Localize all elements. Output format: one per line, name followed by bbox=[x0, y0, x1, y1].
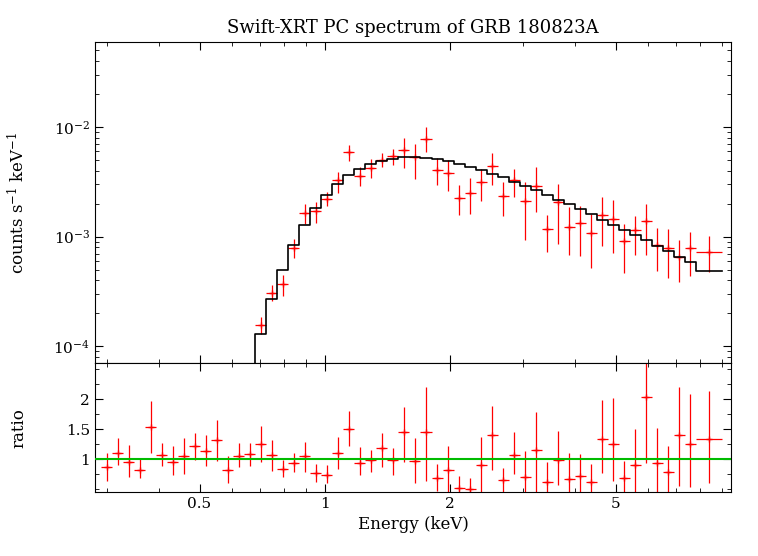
X-axis label: Energy (keV): Energy (keV) bbox=[358, 517, 468, 533]
Y-axis label: counts s$^{-1}$ keV$^{-1}$: counts s$^{-1}$ keV$^{-1}$ bbox=[7, 131, 28, 274]
Title: Swift-XRT PC spectrum of GRB 180823A: Swift-XRT PC spectrum of GRB 180823A bbox=[227, 19, 599, 37]
Y-axis label: ratio: ratio bbox=[11, 408, 28, 448]
